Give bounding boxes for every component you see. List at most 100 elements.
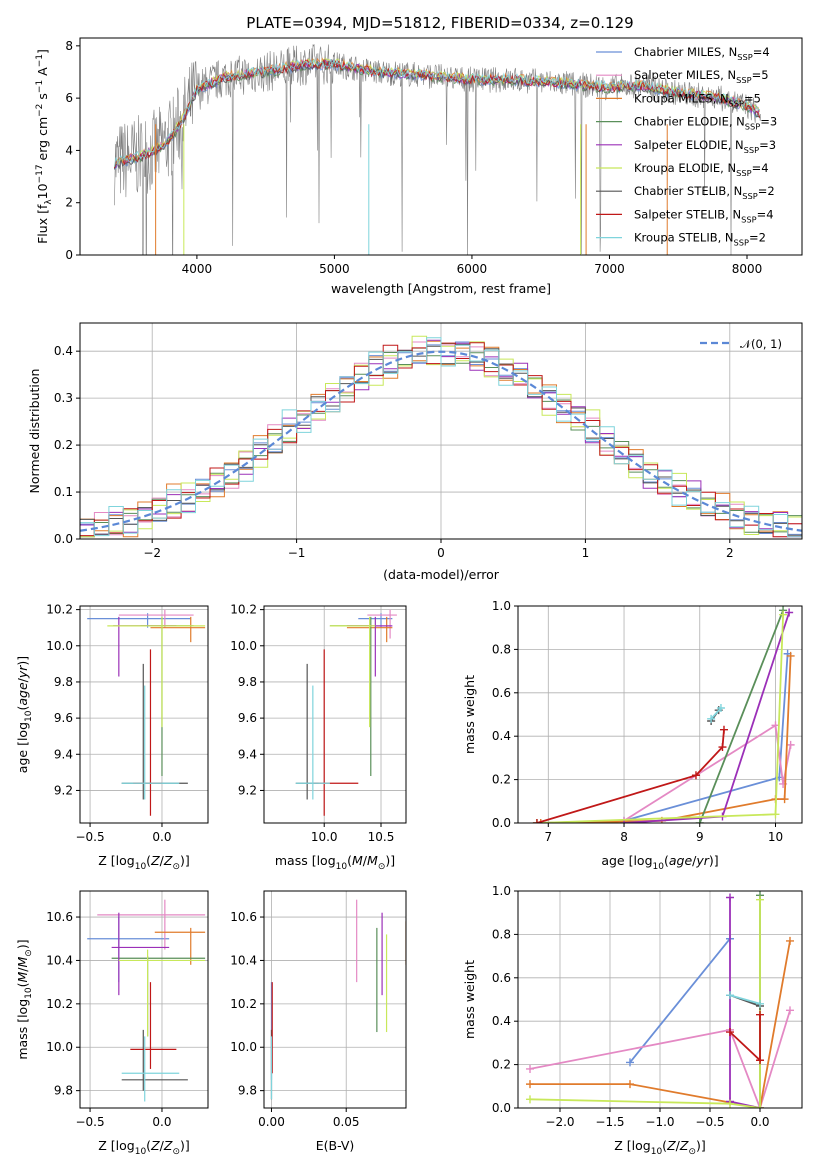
label-segment: Kroupa MILES, N: [634, 91, 729, 105]
label-segment: Z [log: [98, 1138, 134, 1153]
label-segment: /: [15, 967, 30, 972]
z-age-points: [87, 609, 206, 816]
residual-xtick-label: 2: [726, 546, 734, 560]
ebv-mass-points: [270, 899, 406, 1100]
z-weight-marker: [756, 999, 764, 1008]
label-segment: SSP: [744, 145, 759, 155]
spectrum-ytick-label: 6: [65, 91, 73, 105]
label-segment: M: [15, 972, 30, 983]
age-weight-marker: [691, 771, 700, 780]
age-weight-ytick-label: 0.6: [492, 686, 511, 700]
label-segment: A: [35, 67, 50, 80]
age-weight-xtick-label: 9: [696, 830, 704, 844]
mass-age-ytick-label: 10.2: [230, 603, 257, 617]
label-segment: (: [146, 853, 151, 868]
z-weight-xtick-label: −1.5: [595, 1115, 624, 1129]
normal-legend-label: 𝒩(0, 1): [740, 337, 782, 351]
label-segment: /: [160, 853, 165, 868]
age-weight-line: [710, 707, 722, 720]
histogram-group: [80, 335, 802, 539]
age-weight-marker: [716, 703, 725, 712]
mass-age-ytick-label: 9.6: [238, 711, 257, 725]
age-weight-ytick-label: 0.0: [492, 816, 511, 830]
label-segment: mass [log: [275, 853, 336, 868]
residual-ytick-label: 0.2: [54, 438, 73, 452]
label-segment: age: [15, 682, 30, 706]
spectrum-xtick-label: 5000: [319, 262, 350, 276]
label-segment: age [log: [15, 722, 30, 773]
z-age-xtick-label: 0.0: [152, 830, 171, 844]
residual-xlabel: (data-model)/error: [383, 567, 500, 582]
z-weight-marker: [786, 1006, 794, 1015]
z-weight-xtick-label: −2.0: [545, 1115, 574, 1129]
legend-label: Chabrier MILES, NSSP=4: [634, 45, 770, 62]
age-weight-ytick-label: 1.0: [492, 599, 511, 613]
label-segment: E(B-V): [316, 1138, 355, 1153]
residual-xtick-label: −2: [143, 546, 161, 560]
residual-frame: [79, 322, 803, 540]
residual-xtick-label: 0: [437, 546, 445, 560]
z-age-xtick-label: −0.5: [75, 830, 104, 844]
z-mass-ylabel: mass [log10(M/M⊙)]: [15, 939, 34, 1059]
label-segment: ⊙: [24, 949, 34, 957]
label-segment: Flux [f: [35, 204, 50, 244]
spectrum-xtick-label: 6000: [457, 262, 488, 276]
label-segment: Z: [150, 853, 160, 868]
z-weight-marker: [726, 1028, 734, 1037]
label-segment: SSP: [741, 214, 756, 224]
z-weight-marker: [756, 1104, 764, 1108]
figure-title: PLATE=0394, MJD=51812, FIBERID=0334, z=0…: [246, 14, 633, 32]
spectrum-xtick-label: 8000: [732, 262, 763, 276]
z-weight-ytick-label: 1.0: [492, 884, 511, 898]
label-segment: Z [log: [614, 1138, 650, 1153]
label-segment: −1: [35, 54, 45, 67]
age-weight-marker: [719, 725, 728, 734]
z-mass-ytick-label: 10.2: [46, 997, 73, 1011]
label-segment: /: [363, 853, 368, 868]
label-segment: SSP: [745, 122, 760, 132]
age-weight-marker: [718, 743, 727, 752]
z-weight-frame: [517, 890, 803, 1109]
ebv-mass-xtick-label: 0.05: [333, 1115, 360, 1129]
label-segment: =4: [752, 161, 769, 175]
spectrum-xtick-label: 4000: [182, 262, 213, 276]
residual-xtick-label: 1: [582, 546, 590, 560]
z-weight-xtick-label: −0.5: [695, 1115, 724, 1129]
z-weight-marker: [756, 895, 764, 904]
age-weight-line: [536, 614, 784, 823]
age-weight-marker: [771, 810, 780, 819]
z-age-ytick-label: 9.4: [54, 747, 73, 761]
ebv-mass-ytick-label: 10.6: [230, 910, 257, 924]
label-segment: ⊙: [172, 1147, 180, 1157]
label-segment: (: [15, 983, 30, 988]
legend-label: Salpeter ELODIE, NSSP=3: [634, 138, 776, 155]
age-weight-line: [698, 609, 784, 823]
label-segment: 10: [24, 710, 34, 722]
label-segment: erg cm: [35, 117, 50, 165]
z-age-ytick-label: 10.2: [46, 603, 73, 617]
legend-label: Salpeter STELIB, NSSP=4: [634, 207, 774, 224]
spectrum-xlabel: wavelength [Angstrom, rest frame]: [331, 281, 551, 296]
label-segment: age [log: [601, 853, 652, 868]
z-mass-ytick-label: 10.6: [46, 910, 73, 924]
label-segment: )]: [180, 853, 190, 868]
z-mass-ytick-label: 10.4: [46, 953, 73, 967]
label-segment: )]: [696, 1138, 706, 1153]
label-segment: )]: [180, 1138, 190, 1153]
label-segment: ⊙: [172, 862, 180, 872]
z-mass-ytick-label: 10.0: [46, 1040, 73, 1054]
age-weight-marker: [695, 819, 704, 823]
age-weight-ylabel: mass weight: [462, 675, 477, 754]
z-weight-marker: [526, 1064, 534, 1073]
z-age-xlabel: Z [log10(Z/Z⊙)]: [98, 853, 190, 872]
residual-ytick-label: 0.0: [54, 532, 73, 546]
z-weight-ytick-label: 0.4: [492, 1014, 511, 1028]
age-weight-frame: [517, 605, 803, 824]
label-segment: /: [676, 1138, 681, 1153]
ebv-mass-ytick-label: 10.0: [230, 1040, 257, 1054]
z-age-ytick-label: 9.6: [54, 711, 73, 725]
ebv-mass-frame: [263, 890, 407, 1109]
ebv-mass-ytick-label: 10.2: [230, 997, 257, 1011]
label-segment: SSP: [729, 98, 744, 108]
age-weight-xlabel: age [log10(age/yr)]: [601, 853, 718, 872]
